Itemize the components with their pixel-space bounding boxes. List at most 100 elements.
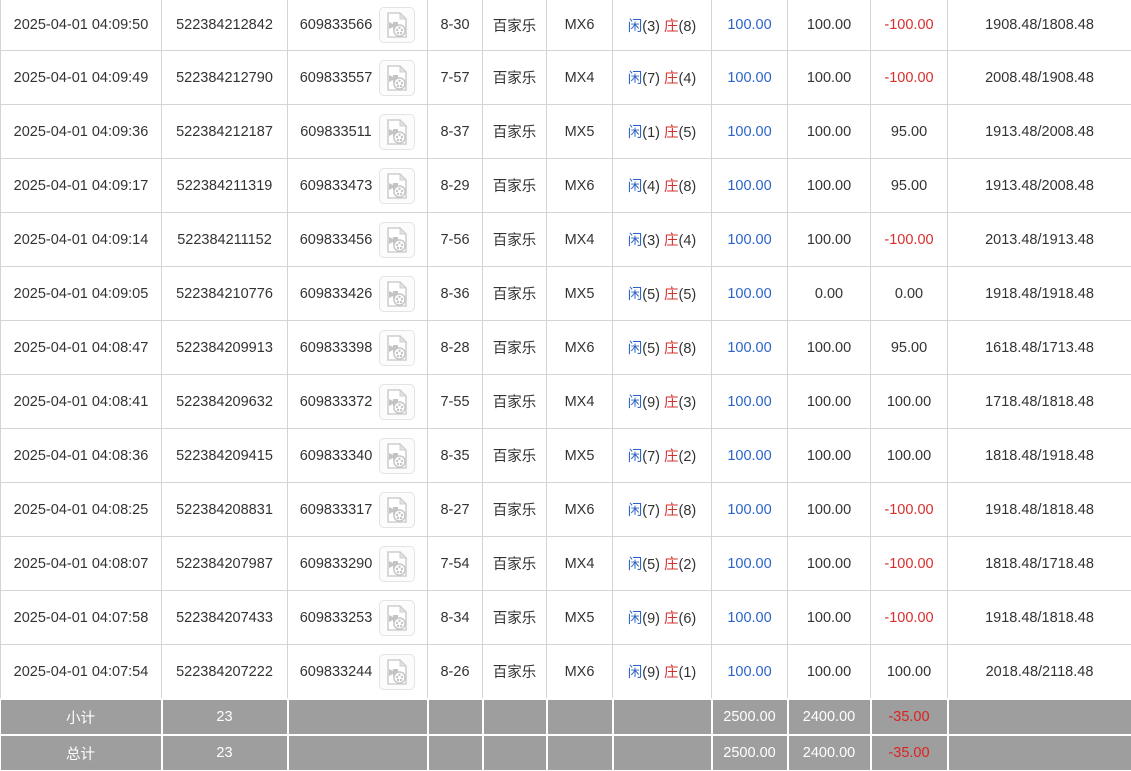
table-row: 2025-04-01 04:09:49 522384212790 6098335… bbox=[0, 50, 1131, 105]
result-banker-label: 庄 bbox=[664, 395, 679, 411]
cell-bet-time: 2025-04-01 04:07:54 bbox=[0, 644, 162, 700]
cell-bet-amount: 100.00 bbox=[711, 158, 788, 213]
cell-game-name: 百家乐 bbox=[482, 158, 547, 213]
cell-bet-amount: 100.00 bbox=[711, 374, 788, 429]
result-player-label: 闲 bbox=[627, 233, 643, 249]
result-player-label: 闲 bbox=[627, 179, 643, 195]
cell-table-code: MX5 bbox=[546, 590, 613, 645]
cell-round-id: 609833253 bbox=[287, 590, 428, 645]
cell-valid-amount: 100.00 bbox=[787, 158, 871, 213]
result-banker-points: (8) bbox=[678, 179, 697, 195]
cell-bet-amount: 100.00 bbox=[711, 482, 788, 537]
cell-game-result: 闲(7) 庄(2) bbox=[612, 428, 712, 483]
cell-win-loss: 100.00 bbox=[870, 644, 948, 700]
cell-bet-time: 2025-04-01 04:09:05 bbox=[0, 266, 162, 321]
round-id-text: 609833372 bbox=[299, 393, 373, 410]
summary-row: 总计 23 2500.00 2400.00 -35.00 bbox=[0, 734, 1131, 771]
cell-game-name: 百家乐 bbox=[482, 320, 547, 375]
summary-empty-cell bbox=[286, 734, 429, 771]
video-replay-button[interactable] bbox=[379, 599, 416, 636]
cell-bet-time: 2025-04-01 04:07:58 bbox=[0, 590, 162, 645]
result-player-label: 闲 bbox=[627, 18, 643, 35]
result-player-points: (5) bbox=[642, 557, 660, 573]
cell-bet-id: 522384212187 bbox=[161, 104, 288, 159]
result-player-points: (7) bbox=[642, 503, 660, 519]
cell-shoe-round: 7-57 bbox=[427, 50, 483, 105]
cell-table-code: MX6 bbox=[546, 320, 613, 375]
cell-bet-time: 2025-04-01 04:09:50 bbox=[0, 0, 162, 51]
video-replay-button[interactable] bbox=[379, 545, 416, 582]
cell-bet-id: 522384211319 bbox=[161, 158, 288, 213]
result-player-points: (9) bbox=[642, 665, 660, 681]
table-row: 2025-04-01 04:08:47 522384209913 6098333… bbox=[0, 320, 1131, 375]
cell-round-id: 609833426 bbox=[287, 266, 428, 321]
cell-bet-amount: 100.00 bbox=[711, 536, 788, 591]
cell-game-result: 闲(5) 庄(5) bbox=[612, 266, 712, 321]
cell-bet-time: 2025-04-01 04:09:49 bbox=[0, 50, 162, 105]
table-row: 2025-04-01 04:07:58 522384207433 6098332… bbox=[0, 590, 1131, 645]
video-replay-button[interactable] bbox=[379, 437, 416, 474]
cell-game-name: 百家乐 bbox=[482, 590, 547, 645]
cell-bet-time: 2025-04-01 04:09:14 bbox=[0, 212, 162, 267]
result-banker-label: 庄 bbox=[664, 449, 679, 465]
video-file-icon bbox=[387, 172, 408, 199]
cell-win-loss: 95.00 bbox=[870, 320, 948, 375]
cell-valid-amount: 100.00 bbox=[787, 212, 871, 267]
cell-game-name: 百家乐 bbox=[482, 104, 547, 159]
video-file-icon bbox=[387, 334, 408, 361]
video-file-icon bbox=[387, 442, 408, 469]
table-row: 2025-04-01 04:09:14 522384211152 6098334… bbox=[0, 212, 1131, 267]
result-banker-points: (4) bbox=[678, 71, 697, 87]
result-player-points: (4) bbox=[642, 179, 660, 195]
video-replay-button[interactable] bbox=[379, 275, 416, 312]
cell-table-code: MX4 bbox=[546, 212, 613, 267]
cell-shoe-round: 7-54 bbox=[427, 536, 483, 591]
video-replay-button[interactable] bbox=[379, 491, 416, 528]
cell-shoe-round: 8-28 bbox=[427, 320, 483, 375]
video-replay-button[interactable] bbox=[378, 113, 415, 150]
table-row: 2025-04-01 04:09:17 522384211319 6098334… bbox=[0, 158, 1131, 213]
cell-balance: 2008.48/1908.48 bbox=[947, 50, 1131, 105]
cell-shoe-round: 8-36 bbox=[427, 266, 483, 321]
video-replay-button[interactable] bbox=[379, 221, 416, 258]
result-banker-label: 庄 bbox=[664, 125, 679, 141]
cell-bet-id: 522384209632 bbox=[161, 374, 288, 429]
summary-empty-cell bbox=[946, 734, 1131, 771]
result-banker-points: (8) bbox=[678, 18, 697, 35]
cell-table-code: MX6 bbox=[546, 0, 613, 51]
result-player-points: (7) bbox=[642, 449, 660, 465]
table-row: 2025-04-01 04:08:36 522384209415 6098333… bbox=[0, 428, 1131, 483]
video-replay-button[interactable] bbox=[379, 653, 416, 690]
cell-balance: 1618.48/1713.48 bbox=[947, 320, 1131, 375]
cell-bet-time: 2025-04-01 04:08:36 bbox=[0, 428, 162, 483]
summary-empty-cell bbox=[426, 698, 484, 736]
summary-empty-cell bbox=[611, 734, 713, 771]
cell-game-name: 百家乐 bbox=[482, 428, 547, 483]
table-row: 2025-04-01 04:08:25 522384208831 6098333… bbox=[0, 482, 1131, 537]
video-replay-button[interactable] bbox=[379, 7, 416, 43]
result-banker-points: (2) bbox=[678, 449, 697, 465]
cell-balance: 1908.48/1808.48 bbox=[947, 0, 1131, 51]
result-player-points: (9) bbox=[642, 395, 660, 411]
video-replay-button[interactable] bbox=[379, 59, 416, 96]
cell-balance: 1918.48/1918.48 bbox=[947, 266, 1131, 321]
cell-round-id: 609833317 bbox=[287, 482, 428, 537]
video-file-icon bbox=[387, 658, 408, 685]
summary-empty-cell bbox=[611, 698, 713, 736]
cell-table-code: MX6 bbox=[546, 158, 613, 213]
cell-game-name: 百家乐 bbox=[482, 50, 547, 105]
cell-bet-amount: 100.00 bbox=[711, 590, 788, 645]
cell-bet-id: 522384209415 bbox=[161, 428, 288, 483]
result-player-label: 闲 bbox=[627, 125, 643, 141]
result-player-label: 闲 bbox=[627, 557, 643, 573]
video-replay-button[interactable] bbox=[379, 383, 416, 420]
cell-game-name: 百家乐 bbox=[482, 644, 547, 700]
summary-valid-total: 2400.00 bbox=[786, 698, 872, 736]
video-replay-button[interactable] bbox=[379, 329, 416, 366]
cell-valid-amount: 100.00 bbox=[787, 0, 871, 51]
cell-round-id: 609833290 bbox=[287, 536, 428, 591]
result-banker-points: (5) bbox=[678, 287, 697, 303]
video-replay-button[interactable] bbox=[379, 167, 416, 204]
cell-win-loss: -100.00 bbox=[870, 0, 948, 51]
cell-bet-id: 522384207433 bbox=[161, 590, 288, 645]
